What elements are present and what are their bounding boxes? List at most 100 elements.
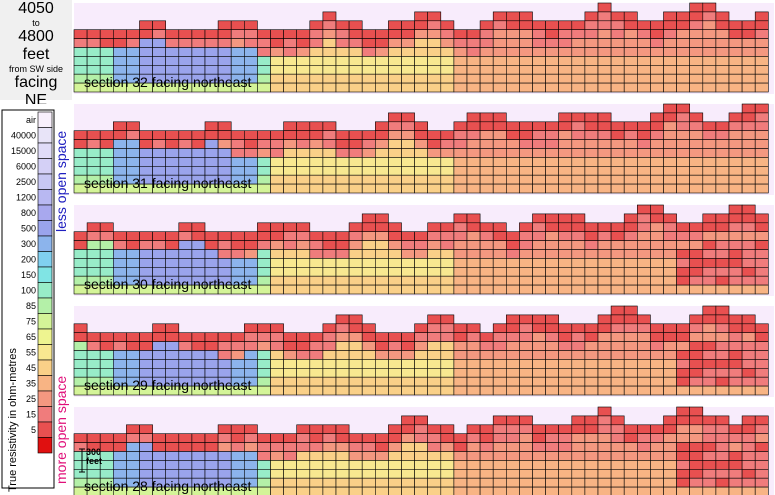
resistivity-cell — [597, 468, 612, 479]
resistivity-cell — [663, 350, 677, 360]
resistivity-cell — [348, 183, 363, 194]
resistivity-cell — [401, 130, 415, 140]
resistivity-cell — [728, 73, 743, 84]
resistivity-cell — [741, 415, 756, 426]
resistivity-cell — [414, 451, 429, 461]
resistivity-cell — [532, 258, 546, 268]
resistivity-cell — [584, 323, 599, 333]
resistivity-cell — [479, 166, 494, 176]
resistivity-cell — [584, 231, 599, 241]
resistivity-cell — [479, 157, 494, 167]
resistivity-cell — [584, 174, 599, 185]
resistivity-cell — [623, 82, 638, 93]
resistivity-cell — [623, 139, 638, 149]
resistivity-cell — [545, 442, 559, 452]
resistivity-cell — [610, 38, 625, 48]
resistivity-cell — [152, 65, 167, 75]
resistivity-cell — [283, 166, 298, 176]
resistivity-cell — [374, 284, 389, 295]
resistivity-cell — [427, 341, 442, 351]
resistivity-cell — [361, 47, 376, 57]
resistivity-cell — [519, 323, 533, 333]
resistivity-cell — [663, 376, 677, 387]
resistivity-cell — [86, 332, 101, 342]
resistivity-cell — [270, 266, 284, 277]
resistivity-cell — [113, 442, 127, 452]
resistivity-cell — [597, 82, 612, 93]
resistivity-cell — [191, 442, 206, 452]
resistivity-cell — [99, 451, 114, 461]
resistivity-cell — [597, 332, 612, 342]
resistivity-cell — [676, 73, 690, 84]
resistivity-cell — [139, 166, 153, 176]
resistivity-cell — [663, 20, 677, 30]
resistivity-cell — [283, 240, 298, 250]
resistivity-cell — [466, 213, 481, 224]
resistivity-cell — [741, 341, 756, 351]
resistivity-cell — [453, 350, 468, 360]
resistivity-cell — [715, 433, 730, 443]
resistivity-cell — [584, 139, 599, 149]
resistivity-cell — [571, 112, 586, 123]
resistivity-cell — [466, 82, 481, 93]
resistivity-cell — [427, 166, 442, 176]
resistivity-cell — [335, 266, 350, 277]
resistivity-cell — [519, 275, 533, 286]
resistivity-cell — [152, 332, 167, 342]
resistivity-cell — [361, 451, 376, 461]
resistivity-cell — [217, 20, 232, 30]
resistivity-cell — [623, 442, 638, 452]
resistivity-cell — [558, 130, 573, 140]
resistivity-cell — [309, 284, 324, 295]
resistivity-cell — [217, 468, 232, 479]
resistivity-cell — [754, 82, 769, 93]
resistivity-cell — [584, 367, 599, 378]
resistivity-cell — [532, 486, 546, 495]
legend-tick-label: 65 — [26, 332, 36, 342]
resistivity-cell — [453, 166, 468, 176]
resistivity-cell — [270, 183, 284, 194]
resistivity-cell — [283, 275, 298, 286]
resistivity-cell — [270, 166, 284, 176]
resistivity-cell — [623, 385, 638, 396]
resistivity-cell — [532, 323, 546, 333]
resistivity-cell — [322, 341, 337, 351]
legend-tick-label: 35 — [26, 378, 36, 388]
resistivity-cell — [689, 47, 704, 57]
resistivity-cell — [374, 477, 389, 488]
resistivity-cell — [558, 460, 573, 470]
resistivity-cell — [191, 157, 206, 167]
resistivity-cell — [689, 350, 704, 360]
resistivity-cell — [283, 174, 298, 185]
resistivity-cell — [741, 433, 756, 443]
resistivity-cell — [715, 341, 730, 351]
legend-swatch — [37, 375, 53, 392]
resistivity-cell — [230, 65, 245, 75]
resistivity-cell — [178, 350, 193, 360]
resistivity-cell — [361, 468, 376, 479]
resistivity-cell — [126, 121, 140, 132]
resistivity-cell — [676, 103, 690, 114]
scale-bar: 300 feet — [79, 447, 102, 473]
resistivity-cell — [558, 275, 573, 286]
resistivity-cell — [466, 258, 481, 268]
resistivity-cell — [663, 11, 677, 22]
resistivity-cell — [244, 130, 258, 140]
resistivity-cell — [610, 486, 625, 495]
resistivity-cell — [322, 275, 337, 286]
resistivity-cell — [754, 350, 769, 360]
resistivity-cell — [296, 341, 311, 351]
resistivity-cell — [754, 157, 769, 167]
resistivity-cell — [113, 460, 127, 470]
resistivity-cell — [676, 376, 690, 387]
resistivity-cell — [466, 139, 481, 149]
resistivity-cell — [283, 385, 298, 396]
resistivity-cell — [689, 486, 704, 495]
resistivity-cell — [427, 284, 442, 295]
resistivity-cell — [348, 385, 363, 396]
resistivity-cell — [715, 65, 730, 75]
resistivity-cell — [650, 204, 664, 215]
resistivity-cell — [191, 249, 206, 259]
resistivity-cell — [663, 103, 677, 114]
resistivity-cell — [689, 249, 704, 259]
